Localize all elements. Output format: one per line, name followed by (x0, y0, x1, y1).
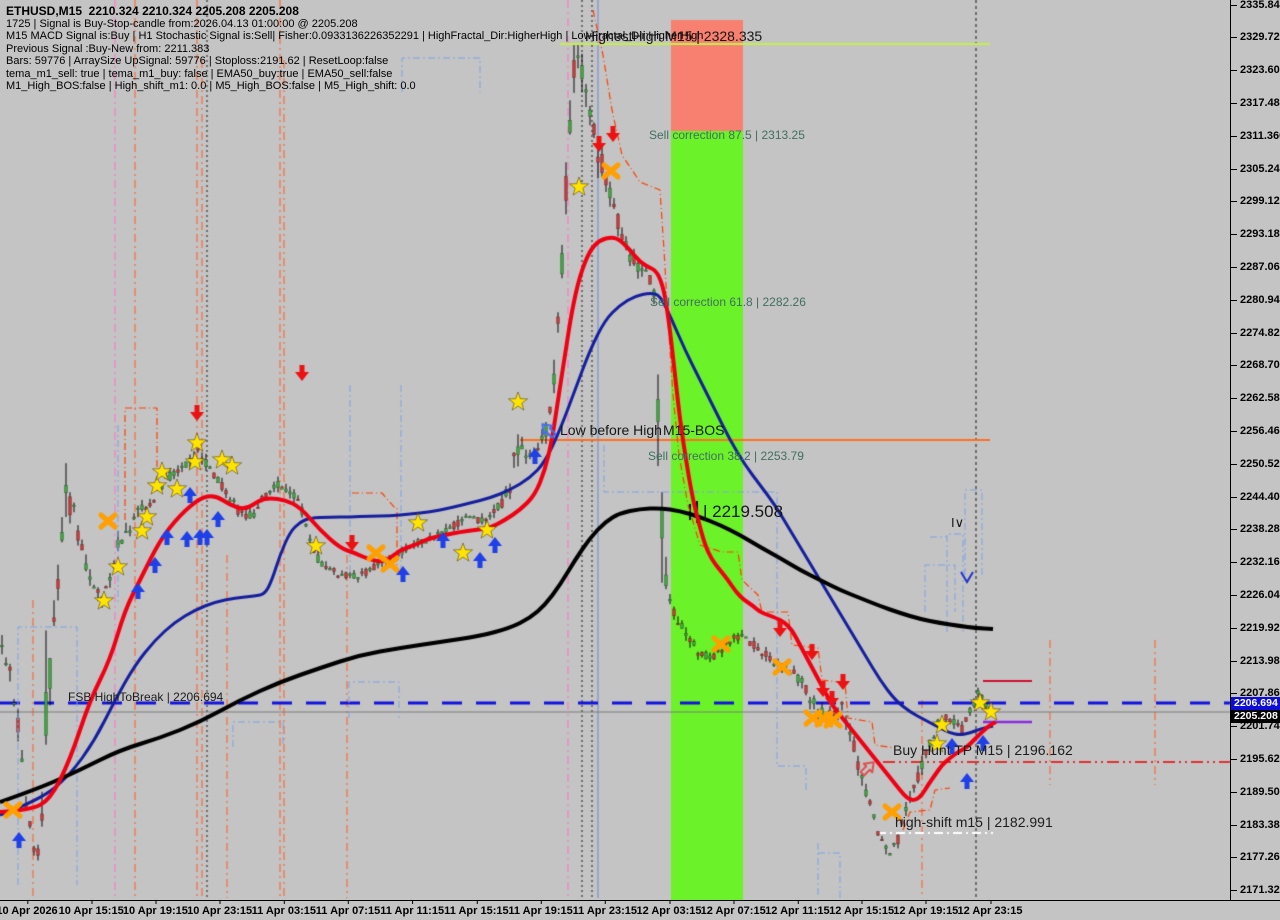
price-tick-label: 2299.120 (1231, 195, 1280, 207)
price-tick-label: 2317.480 (1231, 97, 1280, 109)
price-tick-label: 2323.600 (1231, 64, 1280, 76)
price-tick-label: 2201.740 (1231, 720, 1280, 732)
price-tick-label: 2268.700 (1231, 359, 1280, 371)
price-tick-label: 2305.240 (1231, 163, 1280, 175)
time-tick-label: 10 Apr 15:15 (58, 901, 124, 917)
time-axis[interactable]: 10 Apr 2026 10 Apr 15:15 10 Apr 19:15 10 Ap… (0, 900, 1280, 920)
price-tick-label: 2274.820 (1231, 327, 1280, 339)
price-tick-label: 2226.040 (1231, 589, 1280, 601)
time-tick-label: 11 Apr 07:15 (315, 901, 381, 917)
time-tick-label: 11 Apr 19:15 (508, 901, 573, 917)
info-line: Previous Signal :Buy-New from: 2211.383 (6, 42, 210, 55)
time-tick-label: 11 Apr 03:15 (251, 901, 317, 917)
time-tick-label: 10 Apr 2026 (0, 901, 58, 917)
time-tick-label: 12 Apr 11:15 (765, 901, 830, 917)
price-tick-label: 2250.520 (1231, 458, 1280, 470)
price-axis[interactable]: 2335.840 2329.720 2323.600 2317.480 2311.360… (1230, 0, 1280, 900)
price-tick-label: 2232.160 (1231, 556, 1280, 568)
current-price-box: 2205.208 (1231, 710, 1280, 723)
price-tick-label: 2213.980 (1231, 655, 1280, 667)
price-tick-label: 2171.320 (1231, 884, 1280, 896)
time-tick-label: 11 Apr 11:15 (380, 901, 445, 917)
price-tick-label: 2256.460 (1231, 425, 1280, 437)
time-tick-label: 11 Apr 15:15 (444, 901, 509, 917)
price-tick-label: 2244.400 (1231, 491, 1280, 503)
price-tick-label: 2293.180 (1231, 228, 1280, 240)
time-tick-label: 12 Apr 07:15 (700, 901, 766, 917)
time-tick-label: 12 Apr 23:15 (957, 901, 1023, 917)
info-line: M1_High_BOS:false | High_shift_m1: 0.0 |… (6, 80, 416, 93)
info-line: 1725 | Signal is Buy-Stop-candle from:20… (6, 18, 358, 30)
info-line: M15 MACD Signal is:Buy | H1 Stochastic S… (6, 30, 704, 43)
level-price-box: 2206.694 (1231, 697, 1280, 710)
price-tick-label: 2335.840 (1231, 0, 1280, 11)
time-tick-label: 11 Apr 23:15 (572, 901, 638, 917)
price-tick-label: 2238.280 (1231, 523, 1280, 535)
price-tick-label: 2219.920 (1231, 622, 1280, 634)
time-tick-label: 10 Apr 23:15 (187, 901, 253, 917)
info-line: tema_m1_sell: true | tema_m1_buy: false … (6, 67, 393, 80)
price-tick-label: 2311.360 (1231, 130, 1280, 142)
indicator-info-overlay: ETHUSD,M15 2210.324 2210.324 2205.208 22… (6, 4, 703, 92)
price-tick-label: 2262.580 (1231, 392, 1280, 404)
price-tick-label: 2207.860 (1231, 687, 1280, 699)
price-tick-label: 2329.720 (1231, 31, 1280, 43)
time-tick-label: 10 Apr 19:15 (122, 901, 188, 917)
info-line: Bars: 59776 | ArraySize UpSignal: 59776 … (6, 55, 389, 68)
price-tick-label: 2177.260 (1231, 851, 1280, 863)
price-tick-label: 2183.380 (1231, 819, 1280, 831)
time-tick-label: 12 Apr 15:15 (829, 901, 895, 917)
price-tick-label: 2280.940 (1231, 294, 1280, 306)
price-tick-label: 2287.060 (1231, 261, 1280, 273)
price-tick-label: 2189.500 (1231, 786, 1280, 798)
info-line: ETHUSD,M15 2210.324 2210.324 2205.208 22… (6, 4, 299, 18)
price-tick-label: 2195.620 (1231, 753, 1280, 765)
time-tick-label: 12 Apr 19:15 (893, 901, 959, 917)
time-tick-label: 12 Apr 03:15 (636, 901, 702, 917)
